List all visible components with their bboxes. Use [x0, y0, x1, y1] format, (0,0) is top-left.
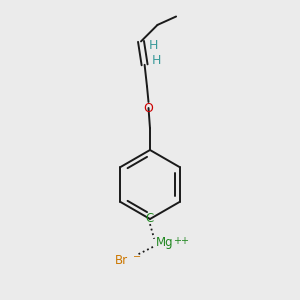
Text: Mg: Mg: [155, 236, 173, 249]
Text: H: H: [149, 39, 158, 52]
Text: O: O: [144, 101, 153, 115]
Text: C: C: [146, 212, 154, 226]
Text: ++: ++: [173, 236, 189, 246]
Text: −: −: [133, 252, 141, 262]
Text: Br: Br: [115, 254, 128, 268]
Text: H: H: [152, 54, 161, 67]
